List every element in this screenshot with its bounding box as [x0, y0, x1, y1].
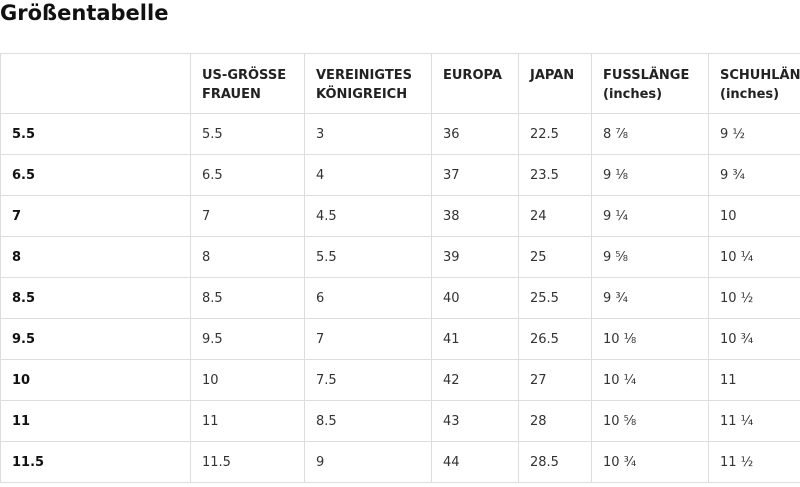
cell-us-women: 8.5 — [190, 277, 305, 319]
cell-japan: 24 — [518, 195, 592, 237]
cell-foot-length: 10 ⅝ — [591, 400, 709, 442]
cell-foot-length: 8 ⅞ — [591, 113, 709, 155]
table-row: 11 11 8.5 43 28 10 ⅝ 11 ¼ — [0, 400, 800, 442]
cell-europe: 36 — [431, 113, 519, 155]
cell-europe: 37 — [431, 154, 519, 196]
cell-japan: 23.5 — [518, 154, 592, 196]
column-header-line: (inches) — [720, 87, 780, 102]
cell-foot-length: 10 ¼ — [591, 359, 709, 401]
table-row: 8.5 8.5 6 40 25.5 9 ¾ 10 ½ — [0, 277, 800, 319]
cell-japan: 25 — [518, 236, 592, 278]
cell-size: 5.5 — [0, 113, 191, 155]
column-header-line: VEREINIGTES — [316, 68, 412, 83]
cell-europe: 44 — [431, 441, 519, 483]
size-table-container: US-GRÖSSE FRAUEN VEREINIGTES KÖNIGREICH … — [0, 53, 800, 487]
cell-size: 6.5 — [0, 154, 191, 196]
cell-shoe-length: 10 — [708, 195, 800, 237]
cell-japan: 22.5 — [518, 113, 592, 155]
cell-uk: 8.5 — [304, 400, 432, 442]
cell-europe: 41 — [431, 318, 519, 360]
size-table: US-GRÖSSE FRAUEN VEREINIGTES KÖNIGREICH … — [0, 53, 800, 483]
cell-foot-length: 10 ⅛ — [591, 318, 709, 360]
cell-europe: 40 — [431, 277, 519, 319]
column-header-line: US-GRÖSSE — [202, 68, 287, 83]
cell-us-women: 10 — [190, 359, 305, 401]
cell-foot-length: 9 ¼ — [591, 195, 709, 237]
cell-uk: 5.5 — [304, 236, 432, 278]
column-header-line: FUSSLÄNGE — [603, 68, 690, 83]
cell-shoe-length: 11 — [708, 359, 800, 401]
table-row: 11.5 11.5 9 44 28.5 10 ¾ 11 ½ — [0, 441, 800, 483]
cell-japan: 27 — [518, 359, 592, 401]
column-header-size — [0, 53, 191, 114]
column-header-line: SCHUHLÄNGE — [720, 68, 800, 83]
cell-us-women: 9.5 — [190, 318, 305, 360]
table-row: 7 7 4.5 38 24 9 ¼ 10 — [0, 195, 800, 237]
cell-europe: 42 — [431, 359, 519, 401]
cell-foot-length: 10 ¾ — [591, 441, 709, 483]
cell-uk: 6 — [304, 277, 432, 319]
cell-japan: 28.5 — [518, 441, 592, 483]
cell-uk: 4.5 — [304, 195, 432, 237]
column-header-uk: VEREINIGTES KÖNIGREICH — [304, 53, 432, 114]
cell-us-women: 6.5 — [190, 154, 305, 196]
cell-uk: 9 — [304, 441, 432, 483]
cell-us-women: 11.5 — [190, 441, 305, 483]
cell-europe: 38 — [431, 195, 519, 237]
column-header-line: (inches) — [603, 87, 663, 102]
cell-japan: 25.5 — [518, 277, 592, 319]
cell-shoe-length: 11 ¼ — [708, 400, 800, 442]
cell-shoe-length: 9 ½ — [708, 113, 800, 155]
column-header-line: EUROPA — [443, 68, 502, 83]
column-header-shoe-length: SCHUHLÄNGE (inches) — [708, 53, 800, 114]
cell-uk: 7.5 — [304, 359, 432, 401]
cell-europe: 43 — [431, 400, 519, 442]
table-header-row: US-GRÖSSE FRAUEN VEREINIGTES KÖNIGREICH … — [0, 53, 800, 114]
column-header-japan: JAPAN — [518, 53, 592, 114]
cell-shoe-length: 10 ½ — [708, 277, 800, 319]
cell-foot-length: 9 ¾ — [591, 277, 709, 319]
column-header-line: KÖNIGREICH — [316, 87, 408, 102]
cell-size: 11 — [0, 400, 191, 442]
cell-foot-length: 9 ⅛ — [591, 154, 709, 196]
cell-us-women: 8 — [190, 236, 305, 278]
column-header-line: JAPAN — [530, 68, 575, 83]
cell-japan: 26.5 — [518, 318, 592, 360]
cell-us-women: 7 — [190, 195, 305, 237]
cell-size: 9.5 — [0, 318, 191, 360]
cell-shoe-length: 9 ¾ — [708, 154, 800, 196]
column-header-line: FRAUEN — [202, 87, 261, 102]
cell-size: 10 — [0, 359, 191, 401]
cell-us-women: 5.5 — [190, 113, 305, 155]
column-header-europe: EUROPA — [431, 53, 519, 114]
page-title: Größentabelle — [0, 1, 169, 25]
cell-europe: 39 — [431, 236, 519, 278]
cell-size: 8.5 — [0, 277, 191, 319]
cell-shoe-length: 11 ½ — [708, 441, 800, 483]
cell-us-women: 11 — [190, 400, 305, 442]
cell-uk: 3 — [304, 113, 432, 155]
cell-foot-length: 9 ⅝ — [591, 236, 709, 278]
cell-size: 8 — [0, 236, 191, 278]
cell-japan: 28 — [518, 400, 592, 442]
cell-size: 7 — [0, 195, 191, 237]
cell-size: 11.5 — [0, 441, 191, 483]
column-header-foot-length: FUSSLÄNGE (inches) — [591, 53, 709, 114]
table-row: 10 10 7.5 42 27 10 ¼ 11 — [0, 359, 800, 401]
table-row: 9.5 9.5 7 41 26.5 10 ⅛ 10 ¾ — [0, 318, 800, 360]
cell-uk: 4 — [304, 154, 432, 196]
cell-shoe-length: 10 ¾ — [708, 318, 800, 360]
table-row: 8 8 5.5 39 25 9 ⅝ 10 ¼ — [0, 236, 800, 278]
column-header-us-women: US-GRÖSSE FRAUEN — [190, 53, 305, 114]
cell-uk: 7 — [304, 318, 432, 360]
cell-shoe-length: 10 ¼ — [708, 236, 800, 278]
